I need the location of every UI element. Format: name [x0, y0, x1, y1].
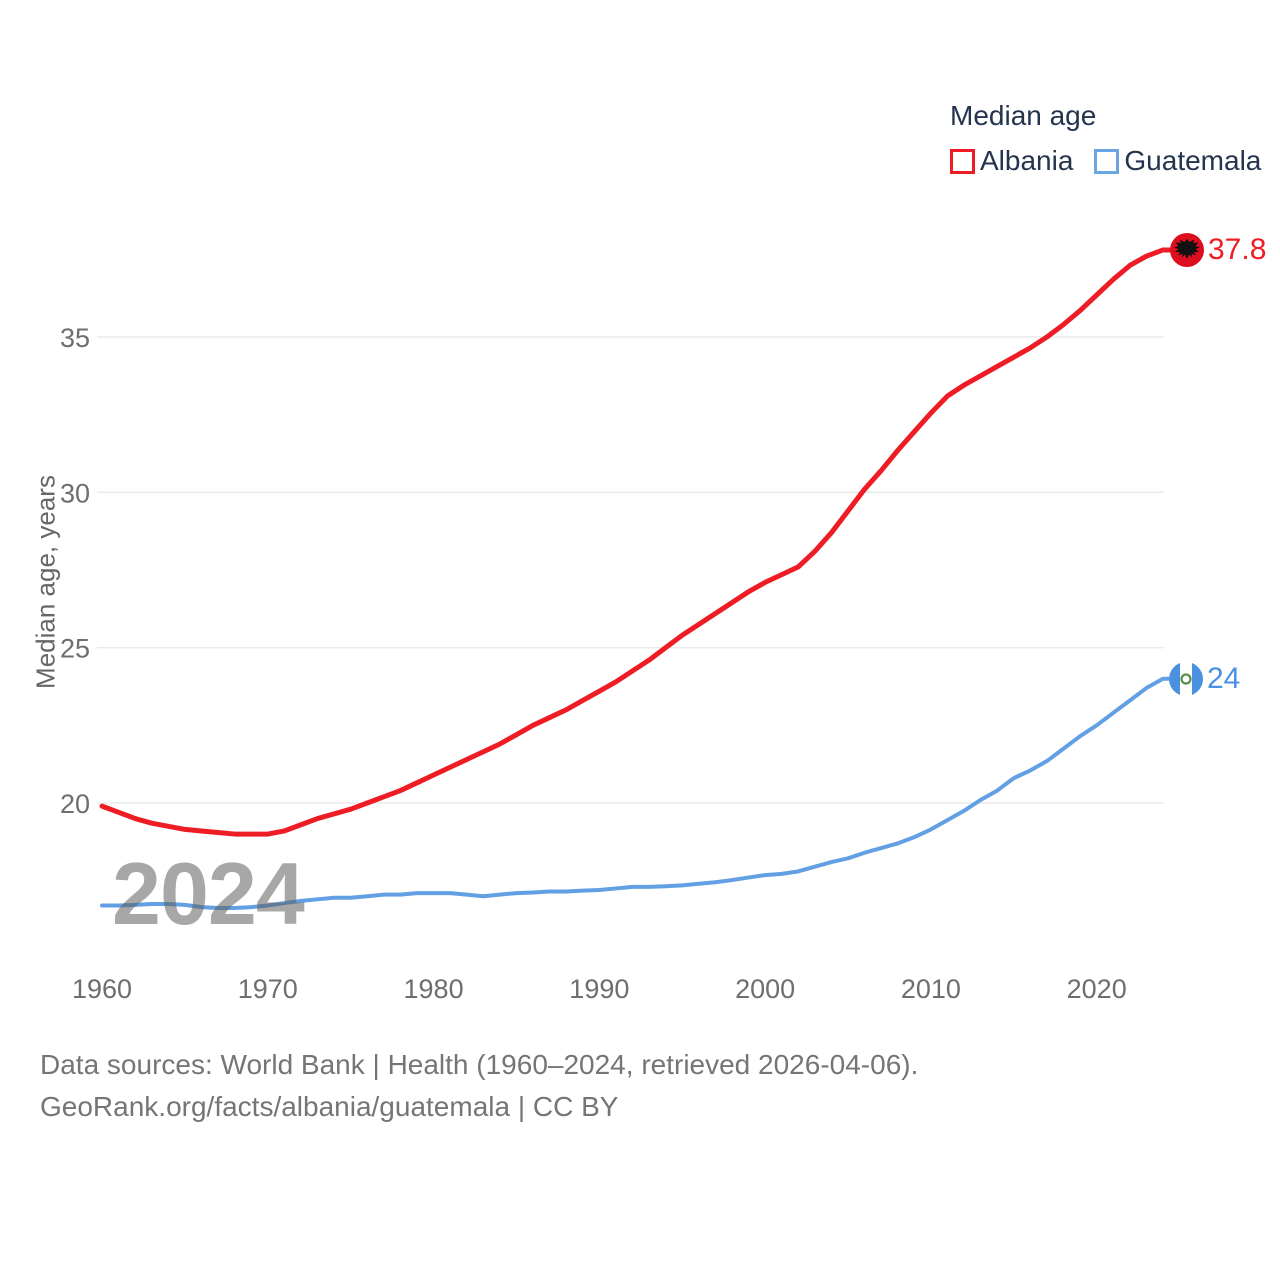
albania-flag-icon — [1170, 233, 1204, 267]
legend-item-guatemala[interactable]: Guatemala — [1094, 145, 1261, 177]
y-axis-title: Median age, years — [30, 475, 61, 689]
watermark-year: 2024 — [112, 844, 305, 943]
legend-title: Median age — [950, 100, 1097, 131]
y-tick-label: 20 — [60, 789, 90, 819]
albania-end-value: 37.8 — [1208, 233, 1267, 266]
footer-attribution: GeoRank.org/facts/albania/guatemala | CC… — [40, 1091, 619, 1122]
footer-sources: Data sources: World Bank | Health (1960–… — [40, 1049, 919, 1080]
y-tick-label: 25 — [60, 634, 90, 664]
legend-item-albania[interactable]: Albania — [950, 145, 1073, 177]
legend: Median age Albania Guatemala — [950, 100, 1261, 177]
x-tick-label: 1960 — [72, 974, 132, 1004]
albania-end-label: 37.8 — [1169, 232, 1266, 268]
guatemala-flag-icon — [1169, 662, 1203, 696]
footer: Data sources: World Bank | Health (1960–… — [40, 1044, 918, 1128]
x-tick-label: 2010 — [901, 974, 961, 1004]
albania-line — [99, 247, 1175, 837]
guatemala-line — [100, 676, 1174, 911]
guatemala-end-label: 24 — [1168, 661, 1240, 697]
legend-label-guatemala: Guatemala — [1124, 145, 1262, 176]
x-tick-label: 2000 — [735, 974, 795, 1004]
guatemala-swatch-icon — [1094, 148, 1120, 174]
x-tick-label: 2020 — [1067, 974, 1127, 1004]
legend-label-albania: Albania — [980, 145, 1074, 176]
line-chart: 20 25 30 35 1960 1970 1980 1990 2000 2010 2020 — [60, 247, 1175, 1004]
x-tick-label: 1970 — [238, 974, 298, 1004]
y-tick-label: 30 — [60, 478, 90, 508]
x-tick-label: 1990 — [569, 974, 629, 1004]
legend-items: Albania Guatemala — [950, 145, 1261, 177]
y-tick-label: 35 — [60, 323, 90, 353]
guatemala-end-value: 24 — [1207, 662, 1241, 695]
x-tick-label: 1980 — [404, 974, 464, 1004]
albania-swatch-icon — [950, 148, 975, 174]
